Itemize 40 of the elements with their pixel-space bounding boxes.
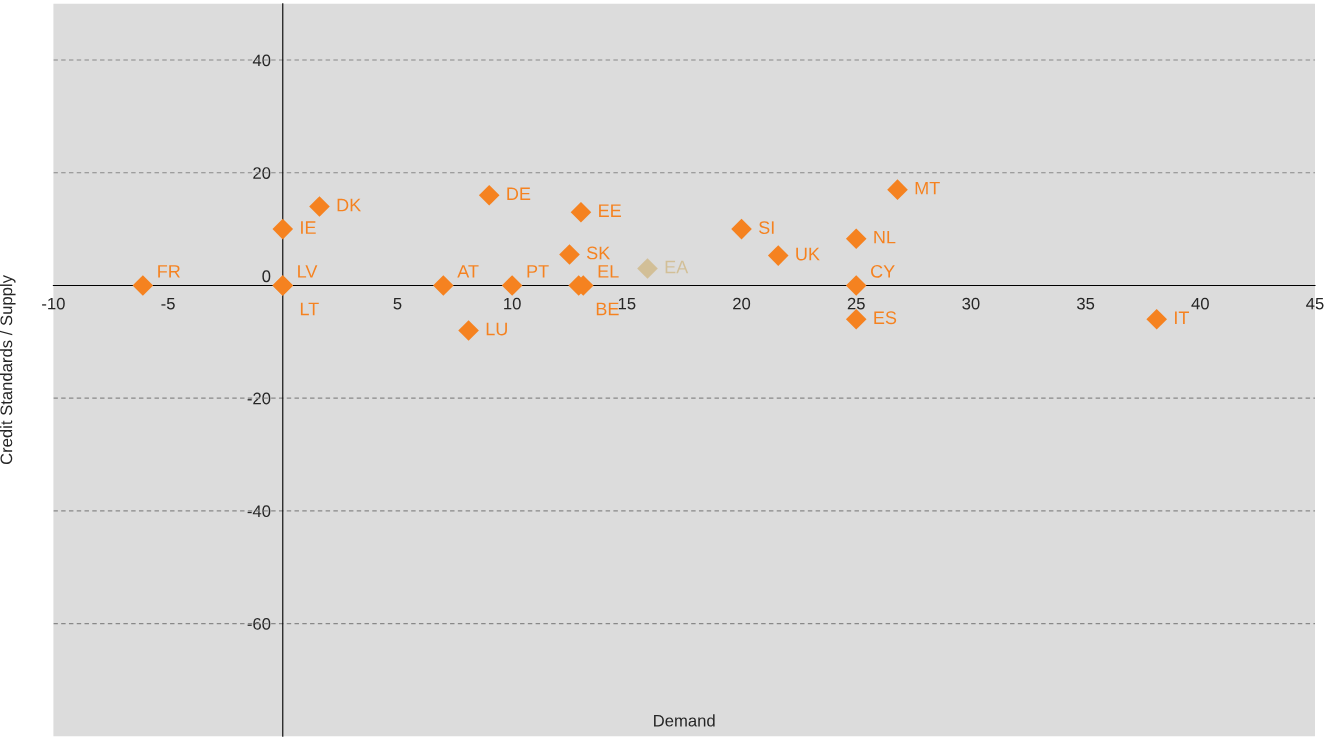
x-tick-label: 5 (393, 297, 402, 310)
annotation: UK (796, 247, 820, 261)
annotation: LV (298, 265, 318, 278)
annotation: PT (527, 265, 549, 278)
annotation: EE (599, 204, 621, 217)
x-tick-label: 30 (962, 297, 980, 310)
y-tick-label: 0 (262, 270, 271, 283)
annotation: ES (874, 311, 897, 325)
x-tick-label: 20 (733, 297, 751, 310)
annotation: NL (874, 230, 896, 244)
y-tick-label: 20 (253, 167, 271, 179)
annotation: EA (665, 260, 689, 274)
annotation: LT (300, 302, 319, 316)
annotation: IT (1175, 311, 1189, 324)
annotation: FR (158, 265, 180, 278)
annotation: SK (586, 246, 611, 260)
x-axis-title: Demand (654, 714, 715, 727)
annotation: SI (759, 221, 774, 234)
annotation: AT (457, 265, 479, 278)
x-tick-label: 15 (618, 297, 636, 310)
annotation: DK (337, 198, 362, 212)
annotation: LU (486, 322, 507, 336)
y-tick-label: 40 (252, 54, 271, 67)
annotation: IE (301, 221, 316, 234)
x-tick-label: 25 (847, 297, 865, 310)
x-tick-label: 45 (1306, 297, 1324, 310)
x-tick-label: -10 (42, 297, 65, 310)
y-tick-label: -60 (247, 617, 271, 630)
x-tick-label: 10 (504, 297, 521, 310)
y-tick-label: -40 (247, 505, 271, 518)
annotation: CY (871, 264, 895, 278)
annotation: EL (598, 265, 619, 278)
annotation: DE (507, 187, 531, 200)
x-tick-label: -5 (161, 297, 175, 310)
x-tick-label: 35 (1076, 297, 1095, 310)
y-axis-title: Credit Standards / Supply (0, 275, 16, 465)
annotation: BE (596, 302, 619, 316)
x-tick-label: 40 (1191, 297, 1209, 310)
annotation: MT (915, 181, 940, 195)
y-tick-label: -20 (247, 392, 271, 405)
